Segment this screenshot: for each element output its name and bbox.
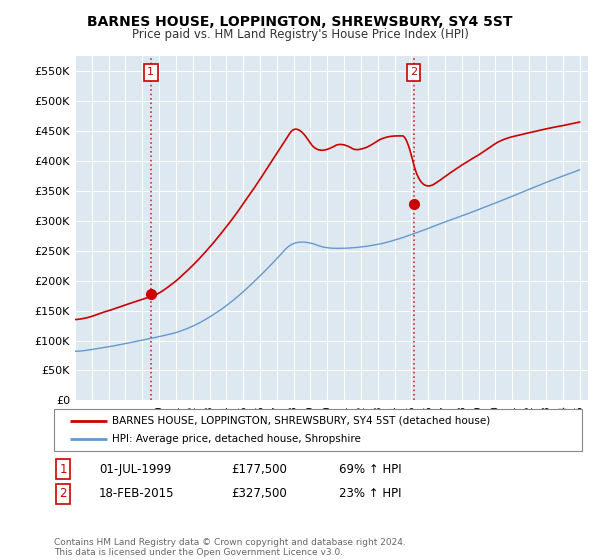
- Text: 69% ↑ HPI: 69% ↑ HPI: [339, 463, 401, 476]
- Text: Contains HM Land Registry data © Crown copyright and database right 2024.
This d: Contains HM Land Registry data © Crown c…: [54, 538, 406, 557]
- Text: 2: 2: [410, 67, 417, 77]
- Text: 23% ↑ HPI: 23% ↑ HPI: [339, 487, 401, 501]
- Text: 2: 2: [59, 487, 67, 501]
- Text: HPI: Average price, detached house, Shropshire: HPI: Average price, detached house, Shro…: [112, 434, 361, 444]
- Text: Price paid vs. HM Land Registry's House Price Index (HPI): Price paid vs. HM Land Registry's House …: [131, 28, 469, 41]
- Text: 1: 1: [59, 463, 67, 476]
- Text: £177,500: £177,500: [231, 463, 287, 476]
- Text: 1: 1: [147, 67, 154, 77]
- Text: BARNES HOUSE, LOPPINGTON, SHREWSBURY, SY4 5ST (detached house): BARNES HOUSE, LOPPINGTON, SHREWSBURY, SY…: [112, 416, 490, 426]
- Text: BARNES HOUSE, LOPPINGTON, SHREWSBURY, SY4 5ST: BARNES HOUSE, LOPPINGTON, SHREWSBURY, SY…: [87, 15, 513, 29]
- Text: 01-JUL-1999: 01-JUL-1999: [99, 463, 172, 476]
- Text: £327,500: £327,500: [231, 487, 287, 501]
- Text: 18-FEB-2015: 18-FEB-2015: [99, 487, 175, 501]
